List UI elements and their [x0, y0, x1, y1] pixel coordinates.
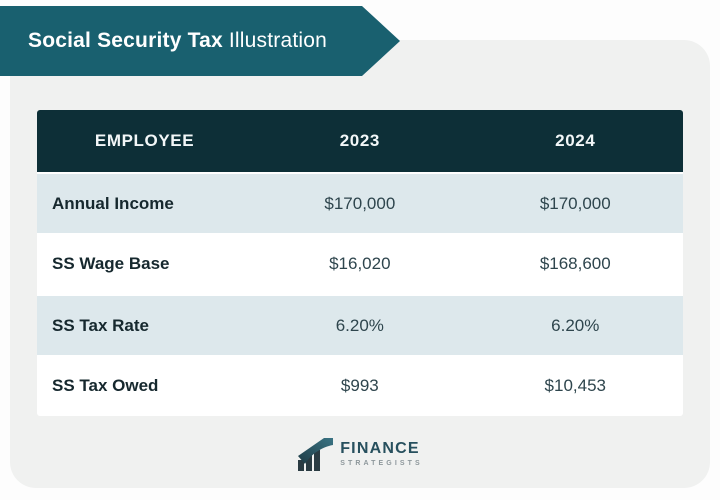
row-label: SS Tax Owed	[52, 375, 159, 395]
brand-tagline: STRATEGISTS	[340, 460, 423, 467]
title-banner: Social Security Tax Illustration	[0, 6, 400, 76]
finance-strategists-logo: FINANCE STRATEGISTS	[0, 437, 720, 471]
social-security-tax-table: EMPLOYEE 2023 2024 Annual Income $170,00…	[37, 110, 683, 416]
brand-text-block: FINANCE STRATEGISTS	[340, 440, 423, 468]
value-2023: $16,020	[329, 253, 391, 273]
table-row-ss-tax-rate: SS Tax Rate 6.20% 6.20%	[37, 294, 683, 355]
row-label: SS Tax Rate	[52, 315, 150, 335]
table-row-annual-income: Annual Income $170,000 $170,000	[37, 172, 683, 233]
brand-name: FINANCE	[340, 440, 420, 457]
value-2024: $170,000	[539, 193, 611, 213]
column-header-employee: EMPLOYEE	[94, 131, 195, 150]
value-2023: 6.20%	[335, 315, 384, 335]
row-label: SS Wage Base	[52, 253, 170, 273]
table-row-ss-tax-owed: SS Tax Owed $993 $10,453	[37, 355, 683, 416]
banner-title-regular: Illustration	[222, 29, 327, 52]
value-2024: $168,600	[539, 253, 611, 273]
value-2024: 6.20%	[551, 315, 600, 335]
value-2023: $993	[340, 375, 379, 395]
value-2024: $10,453	[544, 375, 606, 395]
banner-title-bold: Social Security Tax	[28, 29, 223, 52]
table-row-ss-wage-base: SS Wage Base $16,020 $168,600	[37, 233, 683, 294]
column-header-2024: 2024	[555, 131, 596, 150]
column-header-2023: 2023	[339, 131, 380, 150]
value-2023: $170,000	[324, 193, 396, 213]
row-label: Annual Income	[52, 193, 174, 213]
table-header-row: EMPLOYEE 2023 2024	[37, 110, 683, 172]
bar-chart-swoosh-icon	[298, 438, 334, 471]
